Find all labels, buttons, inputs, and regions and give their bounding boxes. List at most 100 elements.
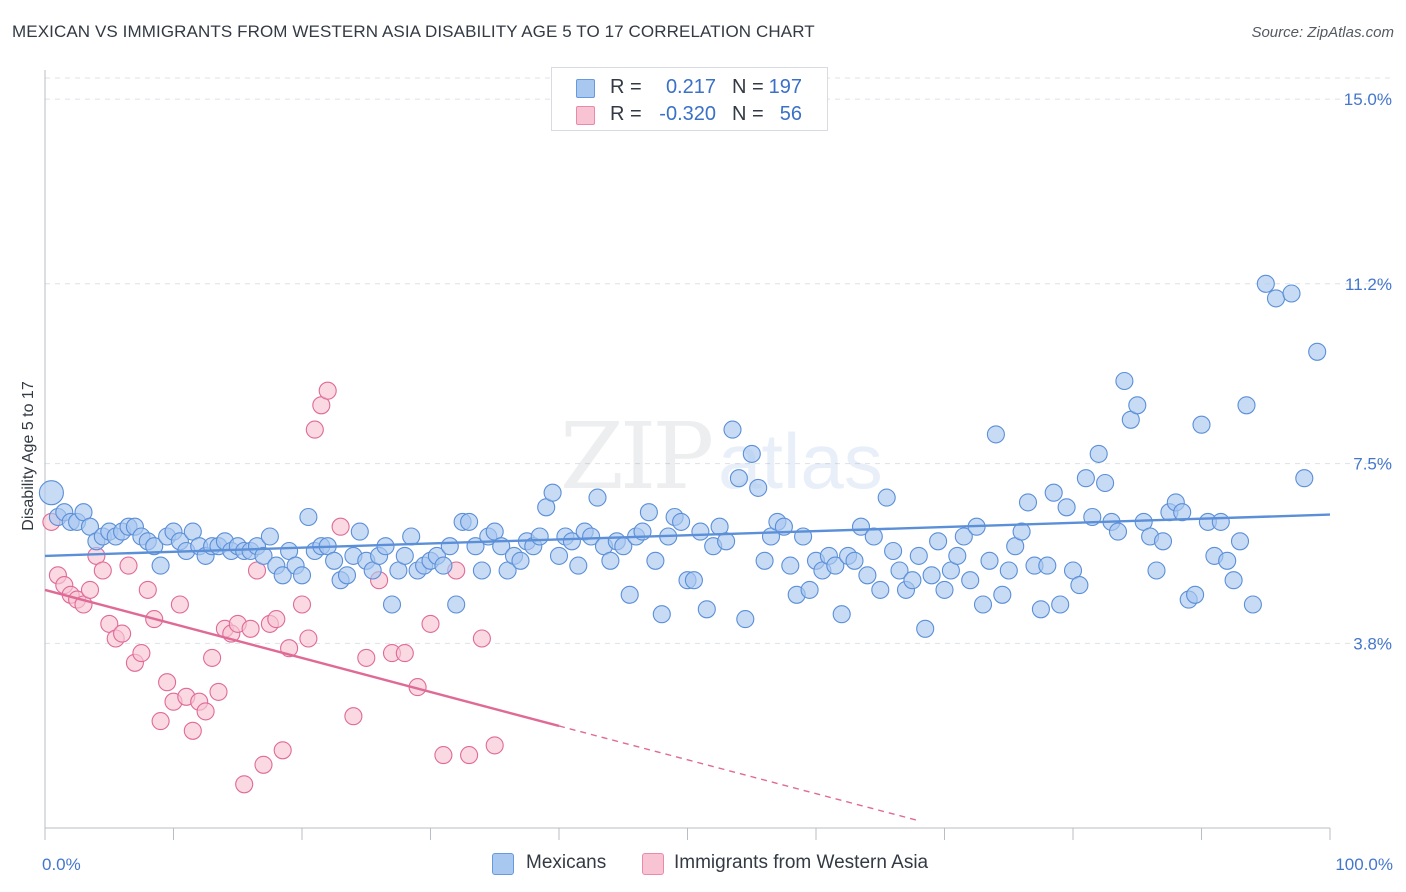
mexicans-point (530, 527, 549, 546)
mexicans-point (1224, 571, 1243, 590)
mexicans-point (273, 566, 292, 585)
y-tick-label: 3.8% (1353, 634, 1392, 653)
mexicans-point (909, 546, 928, 565)
mexicans-point (877, 488, 896, 507)
mexicans-point (549, 546, 569, 565)
mexicans-point (1218, 551, 1237, 570)
legend-row-western-asia: R = -0.320 N = 56 (552, 100, 827, 128)
western-asia-point (421, 614, 440, 633)
mexicans-point (1108, 522, 1128, 541)
mexicans-point (582, 527, 601, 546)
trend-lines (44, 513, 1331, 822)
western-asia-point (203, 648, 222, 667)
mexicans-point (562, 532, 581, 551)
mexicans-point (260, 527, 279, 546)
mexicans-point (292, 566, 312, 585)
mexicans-point (1057, 498, 1076, 517)
western-asia-trend-line (44, 588, 560, 728)
mexicans-point (755, 551, 774, 570)
y-tick-labels: 3.8% 7.5% 11.2% 15.0% (1344, 90, 1392, 653)
mexicans-point (973, 595, 993, 614)
mexicans-point (961, 571, 980, 590)
mexicans-point (845, 551, 864, 570)
bottom-legend-swatch-western-asia (642, 853, 664, 875)
chart-title: MEXICAN VS IMMIGRANTS FROM WESTERN ASIA … (12, 22, 815, 41)
mexicans-point (723, 420, 742, 439)
legend-r-label: R = (610, 103, 642, 125)
mexicans-point (1173, 503, 1192, 522)
western-asia-point (235, 775, 254, 794)
legend-n-label: N = (732, 76, 764, 98)
western-asia-point (151, 712, 170, 731)
mexicans-point (440, 537, 459, 556)
mexicans-point (588, 488, 607, 507)
western-asia-point (273, 741, 292, 760)
western-asia-point (138, 580, 157, 599)
western-asia-trend-extension (558, 725, 919, 822)
western-asia-point (434, 746, 453, 765)
mexicans-point (903, 571, 922, 590)
mexicans-point (646, 551, 665, 570)
mexicans-point (382, 595, 402, 614)
mexicans-point (890, 561, 909, 580)
legend-row-mexicans: R = 0.217 N = 197 (552, 73, 827, 101)
mexicans-point (1308, 342, 1327, 361)
mexicans-point (1266, 289, 1286, 308)
mexicans-point (1153, 532, 1173, 551)
western-asia-point (472, 629, 491, 648)
mexicans-point (652, 605, 671, 624)
mexicans-point (1031, 600, 1050, 619)
western-asia-point (331, 517, 350, 536)
mexicans-point (935, 580, 954, 599)
western-asia-point (292, 595, 312, 614)
mexicans-trend-line (44, 513, 1331, 558)
y-tick-label: 15.0% (1344, 90, 1392, 109)
mexicans-point (1243, 595, 1262, 614)
mexicans-point (980, 551, 999, 570)
mexicans-point (620, 585, 639, 604)
mexicans-point (1051, 595, 1070, 614)
western-asia-point (132, 644, 151, 663)
legend-n-value: 197 (768, 76, 802, 98)
mexicans-point (1012, 522, 1031, 541)
mexicans-point (672, 512, 691, 531)
mexicans-point (1044, 483, 1063, 502)
mexicans-point (1282, 284, 1301, 303)
axes (44, 70, 1331, 840)
western-asia-point (241, 619, 260, 638)
western-asia-point (318, 381, 337, 400)
mexicans-point (1147, 561, 1166, 580)
western-asia-point (267, 610, 286, 629)
mexicans-point (1230, 532, 1250, 551)
mexicans-point (742, 444, 761, 463)
mexicans-point (800, 580, 819, 599)
mexicans-point (986, 425, 1005, 444)
western-asia-point (93, 561, 112, 580)
mexicans-point (1018, 493, 1038, 512)
mexicans-point (1038, 556, 1057, 575)
mexicans-point (1295, 469, 1314, 488)
western-asia-point (299, 629, 318, 648)
mexicans-point (325, 551, 344, 570)
y-tick-label: 11.2% (1345, 275, 1392, 294)
x-tick-labels: 0.0% 100.0% (42, 855, 1393, 874)
bottom-legend-label-mexicans: Mexicans (526, 852, 607, 873)
western-asia-point (395, 644, 414, 663)
mexicans-point (511, 551, 530, 570)
mexicans-point (460, 512, 479, 531)
western-asia-points (42, 381, 504, 794)
source-credit: Source: ZipAtlas.com (1251, 24, 1394, 41)
mexicans-point (1115, 371, 1134, 391)
mexicans-point (1076, 469, 1095, 488)
mexicans-point (350, 522, 369, 541)
mexicans-point (1128, 396, 1147, 415)
mexicans-point (145, 537, 164, 556)
mexicans-point (1089, 444, 1108, 463)
mexicans-point (691, 522, 710, 541)
mexicans-point (717, 532, 736, 551)
legend-r-value: 0.217 (665, 76, 716, 98)
mexicans-point (1070, 576, 1089, 595)
mexicans-point (151, 556, 170, 575)
mexicans-point (395, 546, 414, 565)
